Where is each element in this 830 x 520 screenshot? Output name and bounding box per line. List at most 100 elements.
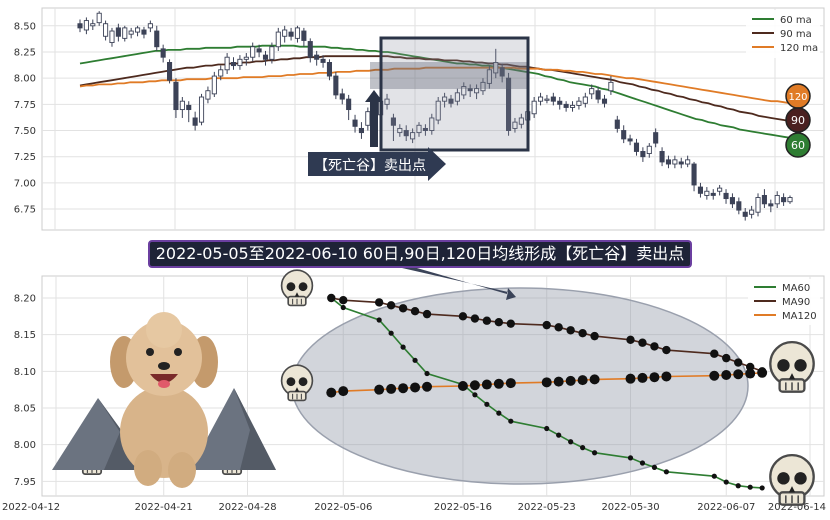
- candle-body: [346, 98, 352, 111]
- candle-body: [454, 92, 460, 102]
- pointer-arrow: [402, 264, 516, 300]
- dog-eye-right: [174, 348, 182, 356]
- candle-body: [198, 96, 205, 123]
- candle-body: [512, 121, 518, 129]
- candle-body: [550, 96, 556, 102]
- ma-lines: [326, 293, 768, 491]
- bottom-ma60-point: [639, 460, 646, 466]
- sell-point-label: 【死亡谷】卖出点: [314, 158, 426, 174]
- bottom-ma90-point: [626, 335, 635, 344]
- badge-60-label: 60: [791, 139, 805, 152]
- bottom-x-tick-label: 2022-05-16: [434, 502, 492, 513]
- skull-eye-right: [794, 359, 807, 372]
- dog-head: [126, 320, 202, 396]
- candle-body: [333, 75, 339, 96]
- dog-tongue: [158, 380, 170, 388]
- candle-body: [582, 96, 588, 104]
- candle-body: [397, 127, 403, 134]
- bottom-ma60-point: [340, 304, 346, 311]
- skull-eye-left: [777, 472, 790, 485]
- candle-body: [218, 69, 224, 77]
- bottom-ma120-point: [481, 379, 492, 390]
- bottom-ma60-point: [568, 439, 574, 445]
- bottom-ma120-point: [398, 383, 409, 394]
- candle-body: [237, 58, 243, 67]
- bottom-ma90-point: [638, 338, 647, 347]
- dog-mouth: [150, 374, 178, 383]
- bottom-ma120-point: [326, 387, 337, 398]
- bottom-y-tick-label: 8.15: [14, 330, 36, 341]
- top-y-tick-label: 7.25: [14, 152, 36, 163]
- candle-body: [621, 130, 627, 140]
- skull-eye-right: [794, 472, 807, 485]
- candle-body: [442, 96, 448, 102]
- candle-body: [147, 23, 153, 29]
- bottom-x-tick-label: 2022-05-06: [314, 502, 372, 513]
- bottom-ma60-point: [412, 357, 418, 363]
- bottom-ma120-point: [386, 383, 397, 394]
- bottom-ma120-point: [469, 380, 480, 391]
- candle-body: [352, 119, 358, 127]
- candle-body: [358, 127, 364, 134]
- candle-body: [691, 163, 697, 186]
- bottom-ma90-point: [494, 318, 504, 327]
- candle-body: [557, 100, 563, 105]
- bottom-ma60-point: [663, 469, 670, 475]
- bottom-x-tick-label: 2022-04-12: [2, 502, 60, 513]
- bottom-ma90-point: [339, 296, 348, 305]
- bottom-ma90-point: [482, 316, 492, 325]
- bottom-ma90-point: [590, 331, 599, 341]
- badge-90: [785, 107, 811, 133]
- legend-ma60-text: MA60: [782, 283, 810, 294]
- bottom-ma90-point: [327, 293, 336, 303]
- legend-ma60-label: 60 ma: [780, 15, 812, 26]
- bottom-ma60-point: [711, 473, 717, 479]
- candle-body: [448, 98, 454, 104]
- candle-body: [608, 81, 614, 92]
- bottom-y-axis: 7.95 8.00 8.05 8.10 8.15 8.20: [14, 294, 36, 488]
- bottom-ma120-point: [565, 375, 576, 386]
- candle-body: [115, 27, 121, 37]
- bottom-y-tick-label: 8.10: [14, 367, 36, 378]
- bottom-ma60-point: [508, 418, 514, 424]
- candle-body: [275, 31, 281, 48]
- candle-body: [96, 12, 102, 24]
- bottom-ma90-point: [578, 329, 587, 338]
- candle-body: [723, 192, 729, 200]
- bottom-ma120-point: [625, 373, 636, 384]
- skull-eye-right: [298, 377, 308, 387]
- candle-body: [589, 88, 595, 95]
- candle-body: [166, 62, 173, 81]
- candle-body: [365, 111, 371, 126]
- candle-body: [282, 29, 288, 37]
- candle-body: [569, 104, 576, 108]
- bottom-x-tick-label: 2022-05-23: [518, 502, 576, 513]
- highlight-box: [379, 36, 530, 152]
- candle-body: [390, 117, 396, 126]
- candle-body: [179, 100, 185, 111]
- top-moving-averages: [79, 44, 791, 139]
- candle-body: [326, 62, 333, 77]
- bottom-ma120-point: [374, 384, 385, 395]
- highlight-box-fill: [370, 62, 527, 89]
- bottom-x-axis: 2022-04-12 2022-04-21 2022-04-28 2022-05-06…: [2, 502, 826, 513]
- candle-body: [230, 62, 237, 67]
- candle-body: [467, 88, 473, 92]
- skull-nose: [788, 373, 796, 380]
- candle-body: [749, 209, 755, 215]
- top-ma90-line: [79, 55, 791, 122]
- top-y-tick-label: 7.00: [14, 178, 36, 189]
- bottom-legend: MA60 MA90 MA120: [748, 279, 820, 325]
- bottom-ma90-point: [542, 320, 551, 330]
- candle-body: [224, 56, 230, 71]
- dog-nose: [158, 362, 170, 370]
- bottom-ma60-point: [735, 483, 741, 489]
- candle-body: [781, 197, 787, 203]
- bottom-ma90-point: [470, 314, 480, 323]
- candle-body: [301, 30, 307, 41]
- bottom-ma120-point: [709, 370, 720, 381]
- candle-body: [659, 151, 665, 163]
- candle-body: [243, 56, 249, 60]
- bottom-ma120-point: [410, 382, 421, 393]
- top-ma120-line: [79, 66, 791, 105]
